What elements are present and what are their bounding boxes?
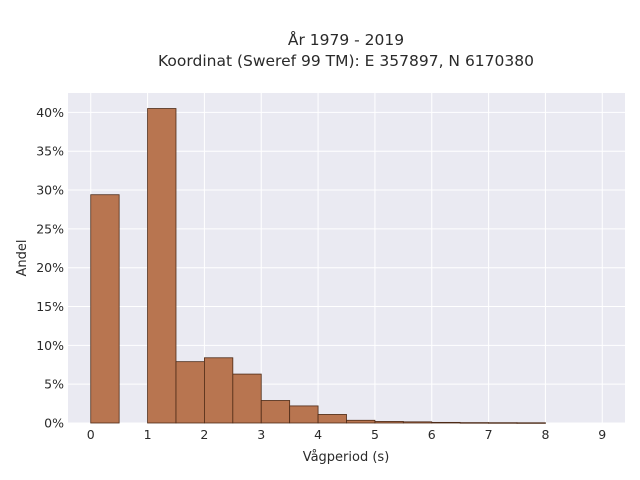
histogram-bar — [175, 361, 205, 424]
x-axis-title: Vågperiod (s) — [303, 450, 390, 465]
histogram-bar — [374, 421, 404, 424]
histogram-bar — [204, 357, 234, 424]
x-tick-label: 5 — [371, 427, 379, 442]
x-axis-ticks: 0 1 2 3 4 5 6 7 8 9 — [87, 427, 607, 442]
chart-title: År 1979 - 2019 — [288, 30, 404, 49]
histogram-bar — [516, 422, 546, 424]
y-tick-label: 20% — [36, 260, 64, 275]
y-tick-label: 25% — [36, 221, 64, 236]
y-tick-label: 35% — [36, 144, 64, 159]
histogram-bar — [147, 108, 177, 424]
x-tick-label: 1 — [144, 427, 152, 442]
histogram-bar — [260, 400, 291, 424]
y-tick-label: 10% — [36, 338, 64, 353]
histogram-bar — [317, 414, 347, 424]
histogram-bars — [90, 108, 546, 424]
chart-subtitle: Koordinat (Sweref 99 TM): E 357897, N 61… — [158, 52, 534, 70]
x-tick-label: 7 — [485, 427, 493, 442]
histogram-bar — [402, 421, 433, 424]
x-tick-label: 8 — [541, 427, 549, 442]
histogram-bar — [346, 419, 376, 424]
y-tick-label: 30% — [36, 183, 64, 198]
y-tick-label: 15% — [36, 299, 64, 314]
x-tick-label: 0 — [87, 427, 95, 442]
x-tick-label: 6 — [428, 427, 436, 442]
y-tick-label: 0% — [44, 416, 64, 431]
y-axis-ticks: 0% 5% 10% 15% 20% 25% 30% 35% 40% — [36, 105, 64, 431]
histogram-bar — [90, 194, 120, 424]
histogram-bar — [232, 373, 262, 424]
x-tick-label: 4 — [314, 427, 322, 442]
histogram-bar — [289, 405, 319, 424]
x-tick-label: 3 — [257, 427, 265, 442]
x-tick-label: 9 — [598, 427, 606, 442]
histogram-bar — [431, 421, 461, 424]
histogram-bar — [459, 422, 489, 424]
x-tick-label: 2 — [200, 427, 208, 442]
y-tick-label: 5% — [44, 377, 64, 392]
histogram-bar — [488, 422, 518, 424]
y-axis-title: Andel — [15, 240, 30, 277]
y-tick-label: 40% — [36, 105, 64, 120]
